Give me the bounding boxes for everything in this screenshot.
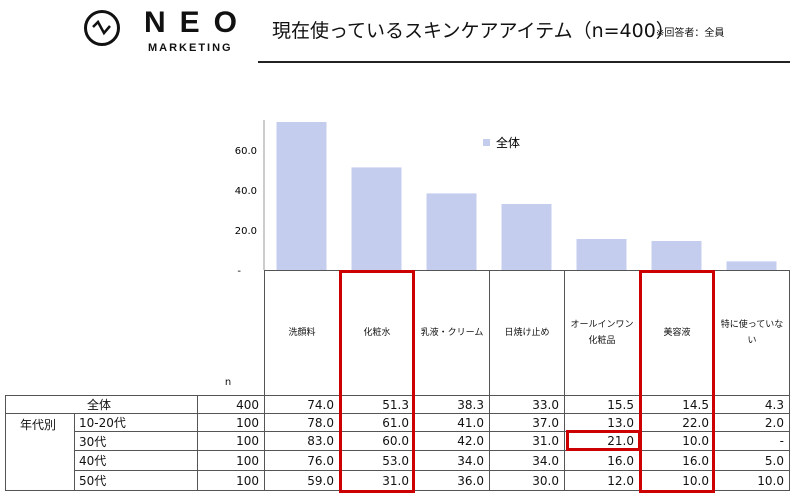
value-cell: 22.0 xyxy=(639,413,715,432)
value-cell: 12.0 xyxy=(564,470,640,491)
value-cell: 34.0 xyxy=(414,450,490,471)
logo-text: NEO xyxy=(144,6,252,39)
value-cell: 30.0 xyxy=(489,470,565,491)
title-divider xyxy=(258,61,790,63)
value-cell: 60.0 xyxy=(339,431,415,451)
value-cell: 51.3 xyxy=(339,395,415,414)
value-cell: 16.0 xyxy=(639,450,715,471)
column-header: 洗顔料 xyxy=(264,270,340,396)
column-header: 化粧水 xyxy=(339,270,415,396)
value-cell: 36.0 xyxy=(414,470,490,491)
value-cell: 10.0 xyxy=(714,470,790,491)
n-cell: 100 xyxy=(197,413,265,432)
n-header: n xyxy=(224,377,232,388)
logo-subtext: MARKETING xyxy=(148,42,233,54)
bar-1 xyxy=(351,167,402,270)
value-cell: 59.0 xyxy=(264,470,340,491)
value-cell: 31.0 xyxy=(339,470,415,491)
value-cell: 42.0 xyxy=(414,431,490,451)
n-cell: 400 xyxy=(197,395,265,414)
bar-2 xyxy=(426,193,477,270)
y-tick-label: 40.0 xyxy=(235,186,257,197)
respondent-note: ※回答者：全員 xyxy=(656,28,725,39)
value-cell: 53.0 xyxy=(339,450,415,471)
value-cell: 76.0 xyxy=(264,450,340,471)
bar-4 xyxy=(576,239,627,270)
value-cell: 34.0 xyxy=(489,450,565,471)
value-cell: 83.0 xyxy=(264,431,340,451)
value-cell: 61.0 xyxy=(339,413,415,432)
value-cell: 74.0 xyxy=(264,395,340,414)
value-cell: 37.0 xyxy=(489,413,565,432)
bar-6 xyxy=(726,261,777,270)
row-label: 30代 xyxy=(74,431,198,451)
group-label: 年代別 xyxy=(5,413,75,491)
bar-0 xyxy=(276,122,327,270)
y-tick-label: 20.0 xyxy=(235,226,257,237)
row-label: 10-20代 xyxy=(74,413,198,432)
value-cell: 41.0 xyxy=(414,413,490,432)
column-header: オールインワン化粧品 xyxy=(564,270,640,396)
page-title: 現在使っているスキンケアアイテム（n=400） xyxy=(272,20,675,42)
value-cell: 16.0 xyxy=(564,450,640,471)
legend-label: 全体 xyxy=(496,135,520,150)
value-cell: 10.0 xyxy=(639,470,715,491)
n-cell: 100 xyxy=(197,470,265,491)
legend-swatch xyxy=(483,139,490,146)
logo-icon xyxy=(84,10,120,46)
column-header: 美容液 xyxy=(639,270,715,396)
row-label: 50代 xyxy=(74,470,198,491)
value-cell: 33.0 xyxy=(489,395,565,414)
value-cell: 5.0 xyxy=(714,450,790,471)
n-cell: 100 xyxy=(197,431,265,451)
value-cell: 31.0 xyxy=(489,431,565,451)
row-label: 40代 xyxy=(74,450,198,471)
value-cell: 21.0 xyxy=(564,431,640,451)
value-cell: - xyxy=(714,431,790,451)
value-cell: 4.3 xyxy=(714,395,790,414)
value-cell: 10.0 xyxy=(639,431,715,451)
value-cell: 2.0 xyxy=(714,413,790,432)
value-cell: 15.5 xyxy=(564,395,640,414)
value-cell: 14.5 xyxy=(639,395,715,414)
n-cell: 100 xyxy=(197,450,265,471)
value-cell: 78.0 xyxy=(264,413,340,432)
y-tick-label: 60.0 xyxy=(235,146,257,157)
row-label: 全体 xyxy=(5,395,198,414)
bar-3 xyxy=(501,204,552,270)
value-cell: 13.0 xyxy=(564,413,640,432)
bar-5 xyxy=(651,241,702,270)
y-tick-label: - xyxy=(237,266,241,277)
column-header: 乳液・クリーム xyxy=(414,270,490,396)
column-header: 日焼け止め xyxy=(489,270,565,396)
column-header: 特に使っていない xyxy=(714,270,790,396)
value-cell: 38.3 xyxy=(414,395,490,414)
